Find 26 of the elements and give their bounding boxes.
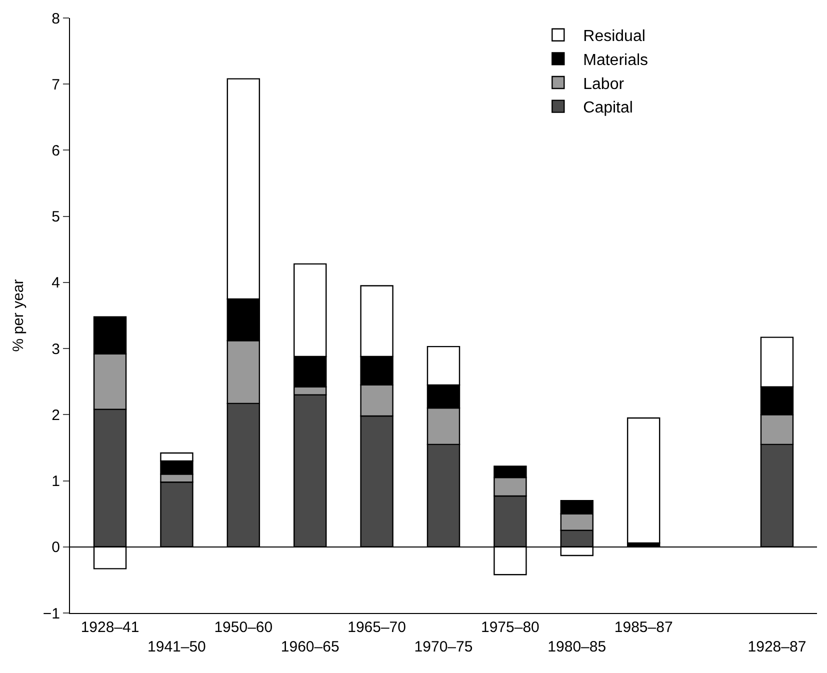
y-tick-label: 0: [52, 539, 60, 556]
y-axis-title: % per year: [10, 279, 28, 352]
y-tick-label: 6: [52, 142, 60, 160]
x-tick-label: 1985–87: [614, 619, 673, 636]
x-tick-label: 1980–85: [548, 638, 606, 656]
x-tick-label: 1950–60: [214, 619, 273, 636]
legend-label: Residual: [583, 28, 646, 46]
legend-label: Materials: [583, 52, 648, 69]
y-tick-label: 8: [52, 10, 60, 28]
x-tick-label: 1960–65: [280, 638, 340, 656]
y-tick-label: 1: [52, 473, 60, 490]
x-tick-label: 1928–41: [80, 619, 140, 636]
y-tick-label: 7: [52, 76, 60, 94]
x-tick-label: 1941–50: [148, 638, 206, 656]
y-tick-label: −1: [42, 605, 60, 622]
y-tick-label: 3: [52, 340, 60, 358]
y-tick-label: 4: [52, 274, 60, 292]
legend-label: Capital: [583, 100, 633, 117]
x-tick-label: 1928–87: [748, 638, 806, 656]
x-tick-label: 1975–80: [480, 619, 540, 636]
x-tick-label: 1970–75: [414, 638, 473, 656]
y-tick-label: 5: [52, 208, 60, 226]
x-tick-label: 1965–70: [348, 619, 406, 636]
bar: [626, 417, 660, 544]
y-tick-label: 2: [52, 406, 60, 424]
legend-label: Labor: [583, 76, 625, 93]
